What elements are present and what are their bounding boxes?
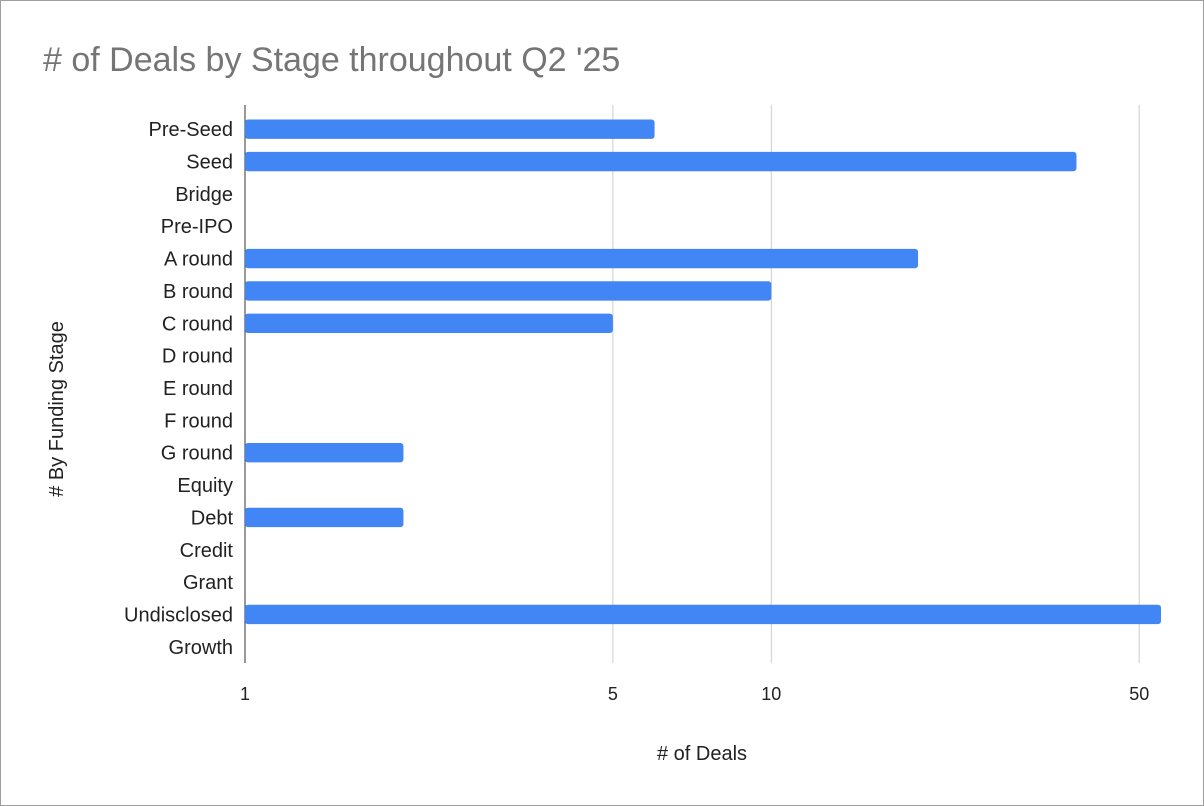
bar xyxy=(245,151,1077,172)
bar xyxy=(245,119,655,139)
category-label: Undisclosed xyxy=(124,604,233,626)
bar xyxy=(245,604,1161,625)
category-label: Credit xyxy=(180,540,234,562)
x-tick-label: 50 xyxy=(1129,684,1149,704)
category-labels: Pre-Seed Seed Bridge Pre-IPO A round B round C… xyxy=(124,119,233,659)
category-label: G round xyxy=(161,443,233,465)
bar xyxy=(245,507,404,528)
category-label: Seed xyxy=(186,152,233,174)
x-tick-label: 1 xyxy=(240,684,250,704)
category-label: F round xyxy=(164,410,233,432)
category-label: Growth xyxy=(169,637,233,659)
category-label: D round xyxy=(162,346,233,368)
x-tick-labels: 1 5 10 50 xyxy=(240,684,1149,704)
x-tick-label: 5 xyxy=(608,684,618,704)
bar xyxy=(245,313,613,333)
bar xyxy=(245,281,772,301)
category-label: Debt xyxy=(191,507,234,529)
category-label: Bridge xyxy=(175,184,233,206)
category-label: E round xyxy=(163,378,233,400)
x-axis-title: # of Deals xyxy=(657,743,747,765)
chart-title: # of Deals by Stage throughout Q2 '25 xyxy=(43,41,621,79)
bar xyxy=(245,248,919,269)
category-label: C round xyxy=(162,313,233,335)
category-label: Pre-Seed xyxy=(149,119,234,141)
bar xyxy=(245,443,404,463)
x-tick-label: 10 xyxy=(761,684,781,704)
y-axis-title: # By Funding Stage xyxy=(46,321,68,497)
gridlines xyxy=(244,105,1140,663)
category-label: Pre-IPO xyxy=(161,216,233,238)
category-label: B round xyxy=(163,281,233,303)
category-label: Equity xyxy=(177,475,233,497)
bars xyxy=(245,119,1161,625)
category-label: Grant xyxy=(183,572,233,594)
category-label: A round xyxy=(164,249,233,271)
